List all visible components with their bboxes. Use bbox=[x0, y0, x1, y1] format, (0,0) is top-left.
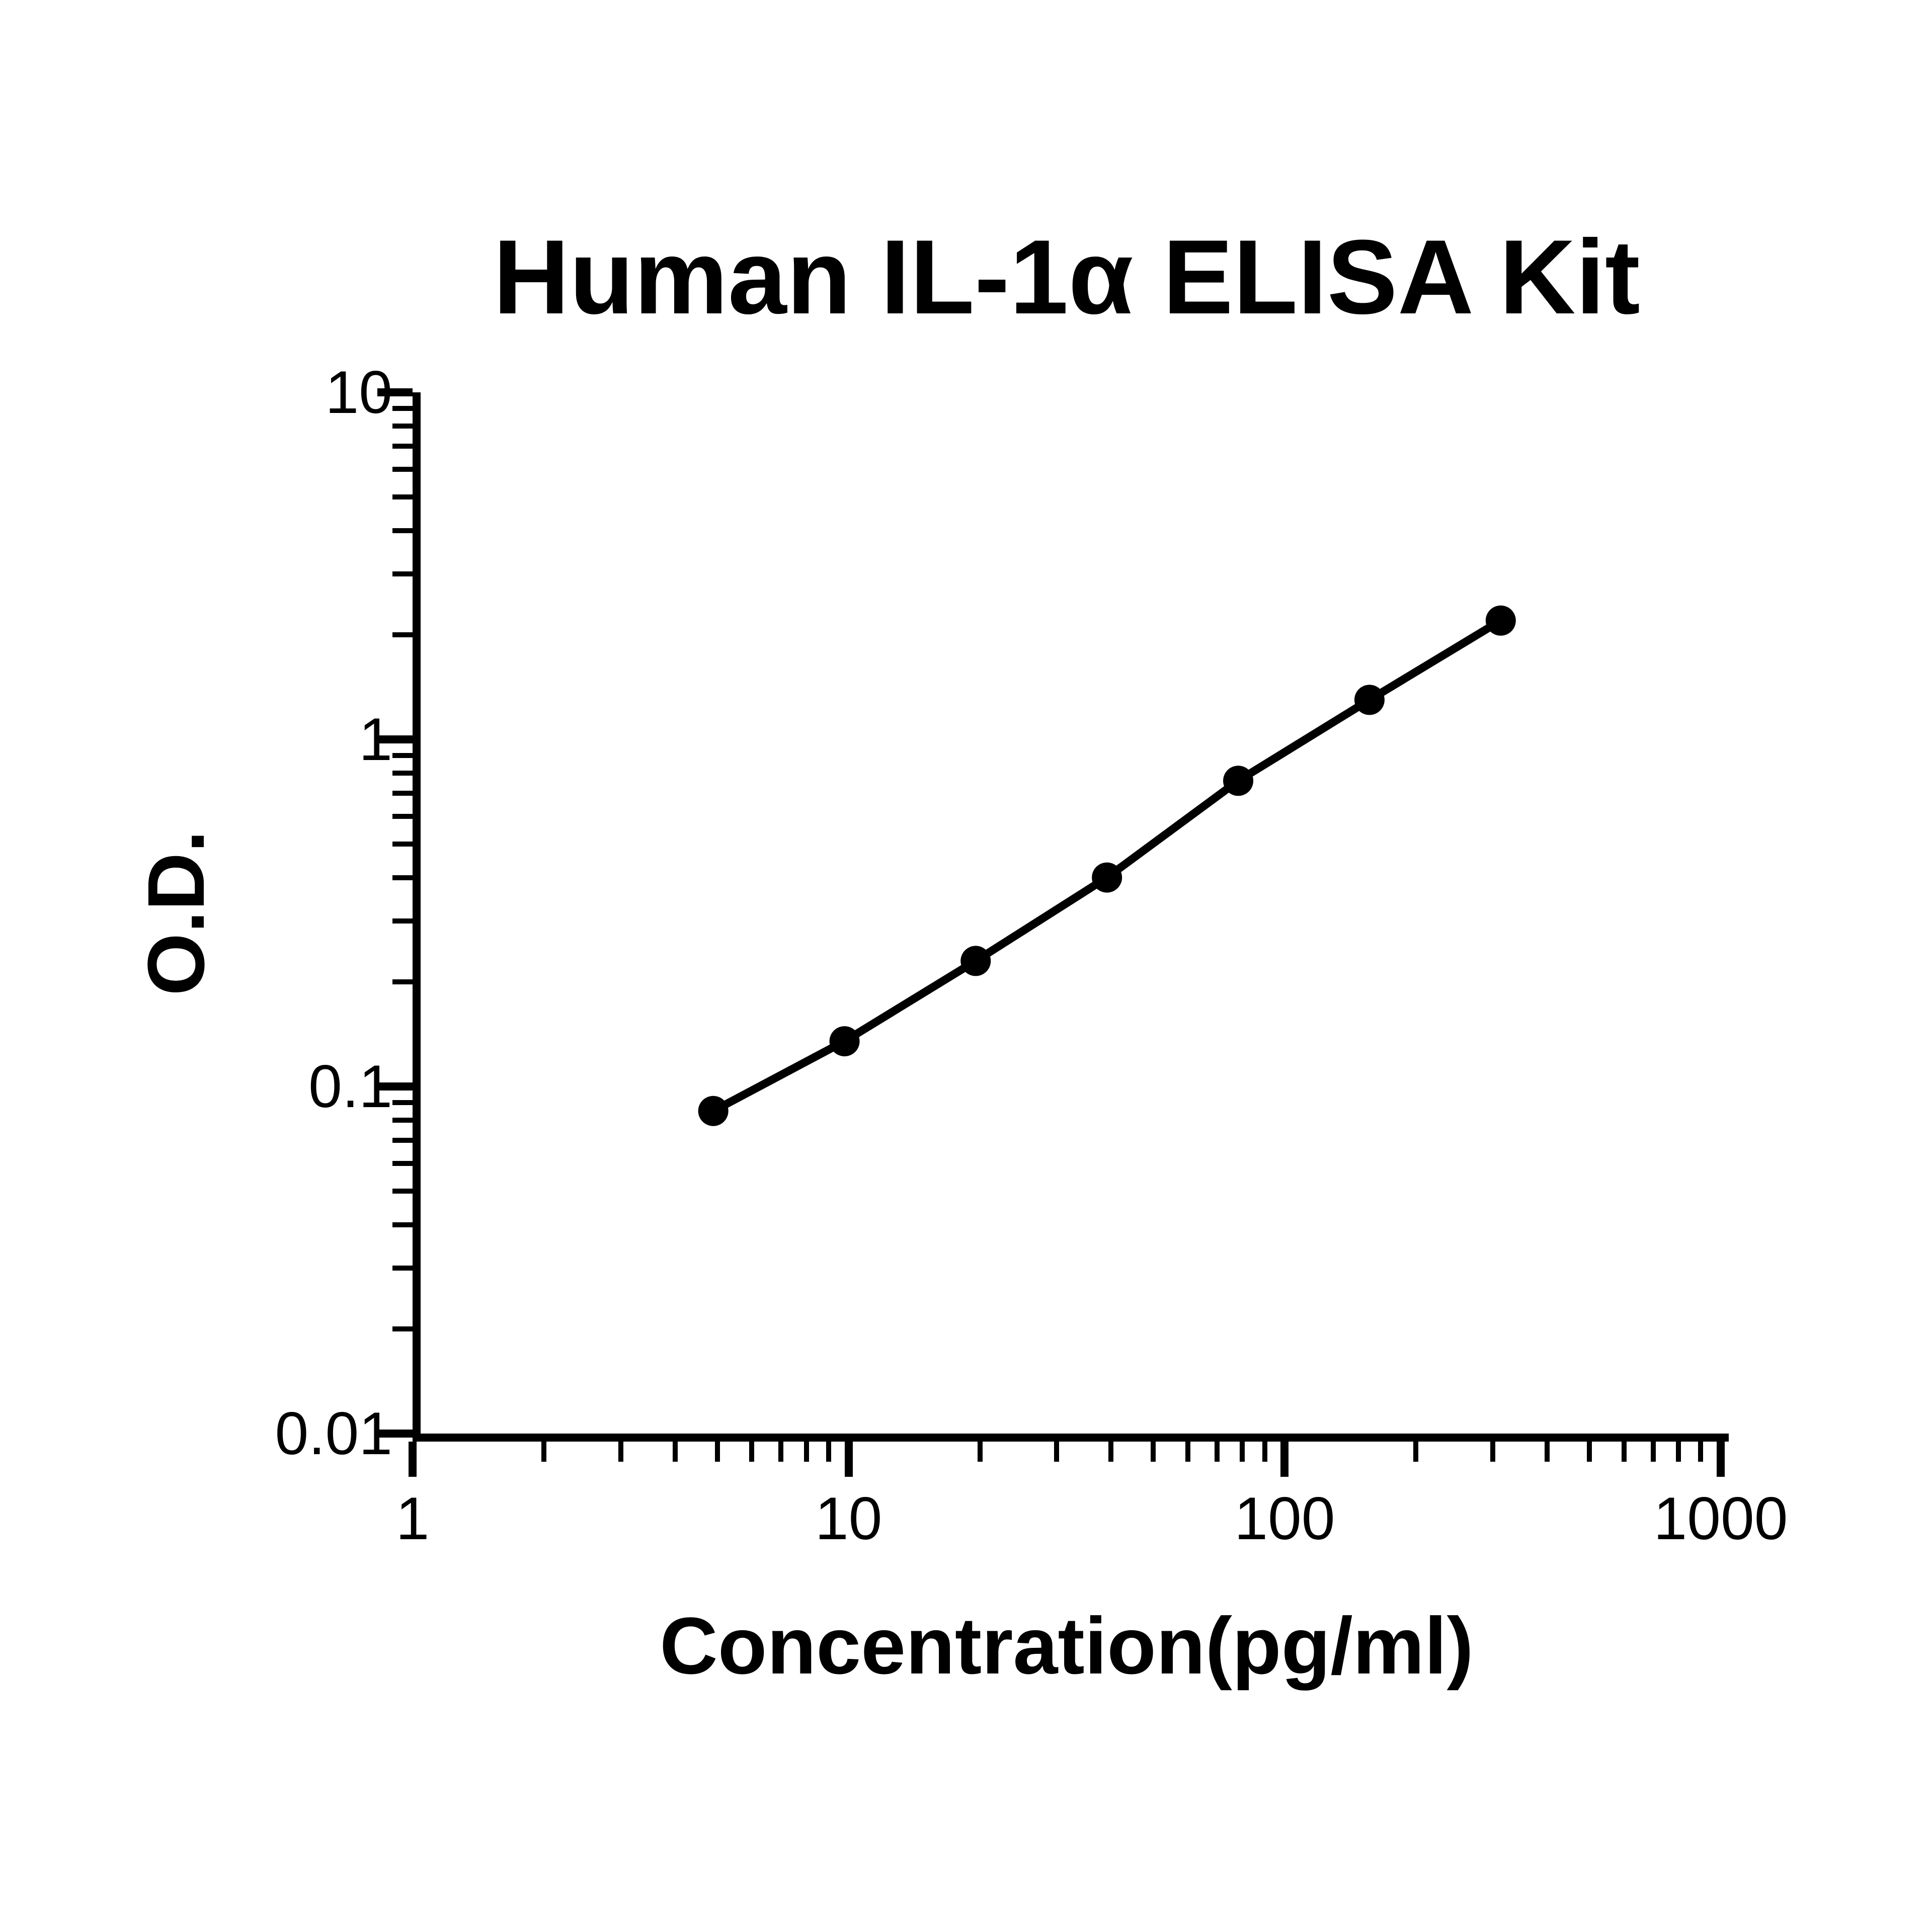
x-tick-minor bbox=[1413, 1442, 1418, 1462]
y-tick-minor bbox=[392, 1266, 413, 1271]
x-tick-label: 100 bbox=[1234, 1484, 1335, 1553]
x-tick-minor bbox=[978, 1442, 983, 1462]
x-tick-minor bbox=[1651, 1442, 1656, 1462]
data-point bbox=[1354, 685, 1385, 715]
y-tick-minor bbox=[392, 444, 413, 449]
y-tick-minor bbox=[392, 1118, 413, 1123]
y-tick-minor bbox=[392, 467, 413, 472]
x-tick-minor bbox=[1622, 1442, 1627, 1462]
x-tick-minor bbox=[1698, 1442, 1703, 1462]
y-tick-minor bbox=[392, 1100, 413, 1105]
x-tick-label: 1 bbox=[396, 1484, 430, 1553]
x-tick-minor bbox=[1215, 1442, 1220, 1462]
x-tick-minor bbox=[1676, 1442, 1681, 1462]
x-tick-minor bbox=[1151, 1442, 1156, 1462]
x-tick-major bbox=[409, 1442, 417, 1477]
data-point bbox=[830, 1026, 860, 1056]
x-tick-minor bbox=[1262, 1442, 1267, 1462]
y-axis-label: O.D. bbox=[130, 830, 222, 996]
y-tick-minor bbox=[392, 842, 413, 847]
x-tick-major bbox=[1280, 1442, 1289, 1477]
y-tick-label: 1 bbox=[359, 705, 392, 774]
x-tick-minor bbox=[1587, 1442, 1592, 1462]
x-tick-minor bbox=[618, 1442, 623, 1462]
y-tick-minor bbox=[392, 1222, 413, 1227]
data-point bbox=[1092, 863, 1122, 893]
x-tick-minor bbox=[1054, 1442, 1059, 1462]
y-tick-label: 0.1 bbox=[308, 1052, 392, 1121]
x-axis-label: Concentration(pg/ml) bbox=[660, 1600, 1474, 1692]
y-tick-minor bbox=[392, 494, 413, 499]
y-tick-minor bbox=[392, 791, 413, 796]
x-tick-minor bbox=[1240, 1442, 1245, 1462]
y-tick-minor bbox=[392, 632, 413, 637]
y-tick-minor bbox=[392, 406, 413, 411]
x-tick-minor bbox=[1490, 1442, 1495, 1462]
y-tick-minor bbox=[392, 528, 413, 533]
chart-container: Human IL-1α ELISA Kit O.D. Concentration… bbox=[0, 0, 1932, 1927]
y-tick-label: 0.01 bbox=[275, 1399, 392, 1468]
x-tick-minor bbox=[826, 1442, 831, 1462]
y-tick-minor bbox=[392, 1161, 413, 1166]
y-tick-minor bbox=[392, 1138, 413, 1143]
y-tick-minor bbox=[392, 979, 413, 984]
data-point bbox=[1223, 766, 1253, 796]
y-tick-minor bbox=[392, 571, 413, 576]
plot-area bbox=[413, 392, 1729, 1442]
y-tick-minor bbox=[392, 875, 413, 880]
x-tick-label: 10 bbox=[815, 1484, 882, 1553]
y-tick-minor bbox=[392, 753, 413, 758]
x-tick-major bbox=[845, 1442, 853, 1477]
x-tick-minor bbox=[1108, 1442, 1113, 1462]
y-tick-minor bbox=[392, 424, 413, 429]
plot-svg bbox=[421, 392, 1729, 1434]
y-tick-minor bbox=[392, 814, 413, 819]
y-tick-minor bbox=[392, 918, 413, 924]
x-tick-major bbox=[1717, 1442, 1725, 1477]
chart-title: Human IL-1α ELISA Kit bbox=[493, 216, 1640, 338]
x-tick-minor bbox=[1545, 1442, 1550, 1462]
x-tick-minor bbox=[749, 1442, 754, 1462]
x-tick-minor bbox=[778, 1442, 783, 1462]
data-point bbox=[960, 946, 991, 976]
x-tick-minor bbox=[804, 1442, 809, 1462]
y-tick-minor bbox=[392, 771, 413, 776]
x-tick-minor bbox=[1185, 1442, 1190, 1462]
x-tick-label: 1000 bbox=[1654, 1484, 1788, 1553]
y-tick-minor bbox=[392, 1326, 413, 1331]
data-point bbox=[698, 1096, 729, 1126]
y-tick-minor bbox=[392, 1189, 413, 1194]
x-tick-minor bbox=[673, 1442, 678, 1462]
x-tick-minor bbox=[715, 1442, 720, 1462]
data-point bbox=[1486, 606, 1516, 636]
y-tick-label: 10 bbox=[326, 358, 392, 427]
x-tick-minor bbox=[541, 1442, 546, 1462]
